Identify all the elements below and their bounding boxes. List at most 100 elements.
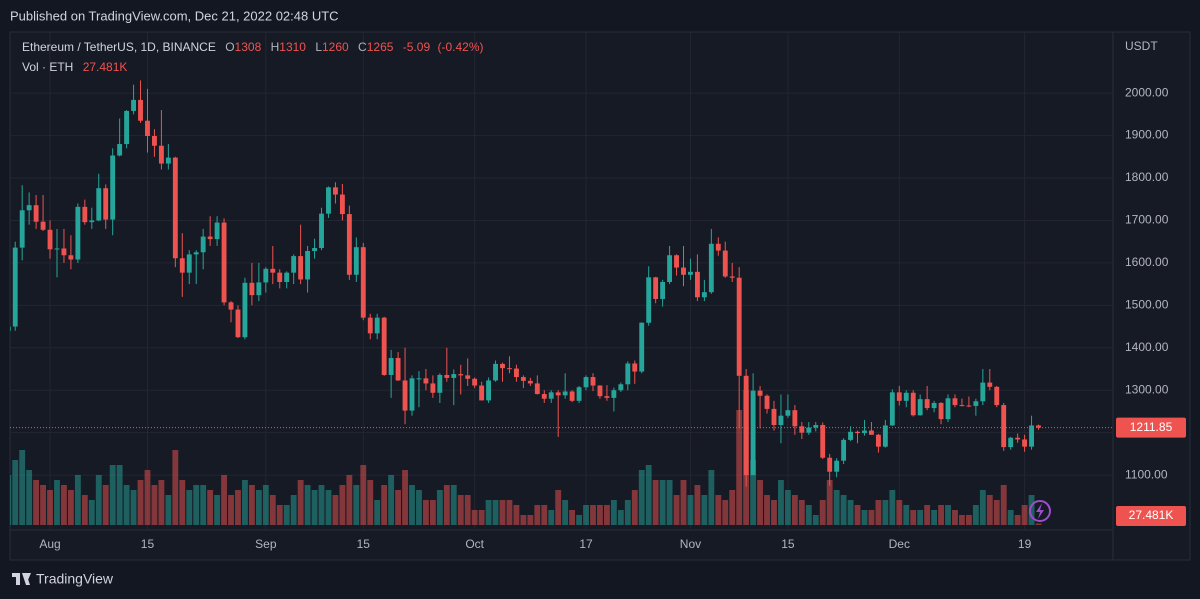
volume-bar — [993, 500, 1000, 525]
candle-body — [994, 386, 1000, 406]
candle-body — [694, 271, 700, 298]
y-tick-label: 1300.00 — [1125, 382, 1169, 396]
volume-bar — [304, 485, 311, 525]
candle-body — [910, 392, 916, 416]
volume-bar — [548, 510, 555, 525]
volume-bar — [242, 480, 248, 525]
candle-body — [465, 375, 471, 379]
volume-bar — [311, 490, 318, 525]
volume-bar — [819, 500, 826, 525]
volume-bar — [784, 490, 791, 525]
candle-body — [848, 431, 853, 440]
candle-body — [917, 399, 923, 416]
footer-logo[interactable]: TradingView — [12, 571, 114, 587]
volume-bar — [583, 505, 589, 525]
candle-body — [681, 267, 686, 275]
volume-bar — [736, 410, 743, 525]
volume-bar — [228, 495, 234, 525]
candle-body — [903, 392, 909, 401]
candle-body — [736, 277, 742, 376]
last-price-label: 1211.85 — [1130, 420, 1173, 434]
candle-body — [200, 236, 206, 253]
candle-body — [1001, 405, 1007, 448]
volume-bar — [624, 500, 631, 525]
candle-body — [451, 374, 457, 378]
candle-body — [381, 317, 387, 375]
volume-bar — [805, 505, 812, 525]
volume-bar — [1014, 515, 1021, 525]
volume-bar — [130, 490, 137, 525]
candle-body — [305, 251, 311, 280]
candle-body — [430, 383, 436, 393]
candle-body — [820, 425, 826, 458]
candle-body — [576, 387, 582, 401]
candle-body — [40, 221, 46, 230]
candle-body — [256, 282, 262, 296]
volume-bar — [276, 505, 283, 525]
indicator-icon[interactable] — [1029, 500, 1051, 522]
volume-bar — [19, 450, 26, 525]
candle-body — [527, 380, 533, 384]
volume-bar — [200, 485, 207, 525]
candle-body — [771, 408, 777, 426]
volume-bar — [1035, 523, 1042, 525]
candle-body — [319, 213, 324, 249]
candle-body — [882, 425, 888, 447]
x-tick-label: 15 — [141, 537, 155, 551]
volume-bar — [429, 500, 436, 525]
candle-body — [117, 144, 123, 156]
volume-bar — [924, 505, 931, 525]
y-tick-label: 1600.00 — [1125, 255, 1169, 269]
volume-bar — [262, 485, 269, 525]
volume-bar — [931, 510, 938, 525]
candle-body — [674, 255, 679, 268]
volume-bar — [339, 485, 346, 525]
candle-body — [388, 357, 394, 375]
candle-body — [799, 426, 805, 433]
candle-body — [1029, 425, 1034, 447]
volume-bar — [687, 495, 694, 525]
candle-body — [346, 214, 352, 275]
volume-bar — [534, 505, 541, 525]
volume-bar — [165, 495, 172, 525]
candle-body — [701, 292, 707, 298]
volume-bar — [235, 490, 241, 525]
volume-legend: Vol · ETH 27.481K — [22, 60, 127, 74]
volume-bar — [137, 480, 144, 525]
volume-bar — [207, 490, 214, 525]
volume-bar — [617, 510, 624, 525]
volume-bar — [847, 500, 854, 525]
candle-body — [500, 363, 505, 369]
volume-bar — [47, 490, 53, 525]
candle-body — [486, 380, 492, 401]
x-tick-label: 15 — [781, 537, 795, 551]
volume-bar — [290, 495, 297, 525]
volume-bar — [541, 505, 548, 525]
volume-bar — [798, 500, 805, 525]
volume-bar — [81, 495, 88, 525]
volume-bar — [74, 475, 81, 525]
volume-bar — [443, 485, 450, 525]
volume-bar — [193, 485, 200, 525]
candle-body — [131, 99, 136, 111]
candle-body — [1015, 437, 1021, 440]
candle-body — [172, 157, 178, 259]
volume-tag — [1116, 506, 1186, 526]
candle-body — [931, 402, 937, 409]
volume-bar — [332, 495, 339, 525]
candle-body — [61, 248, 67, 256]
candle-body — [179, 258, 185, 273]
candle-body — [708, 243, 714, 293]
volume-bar — [54, 480, 60, 525]
volume-bar — [945, 505, 951, 525]
candle-body — [750, 390, 756, 476]
volume-bar — [694, 485, 701, 525]
candle-body — [360, 247, 366, 318]
legend-change-pct: (-0.42%) — [437, 40, 483, 54]
volume-bar — [464, 495, 471, 525]
volume-bar — [597, 505, 603, 525]
candle-body — [472, 378, 478, 386]
overlay: 1100.001200.001300.001400.001500.001600.… — [10, 85, 1186, 551]
volume-bar — [144, 470, 151, 525]
candle-body — [291, 256, 297, 273]
